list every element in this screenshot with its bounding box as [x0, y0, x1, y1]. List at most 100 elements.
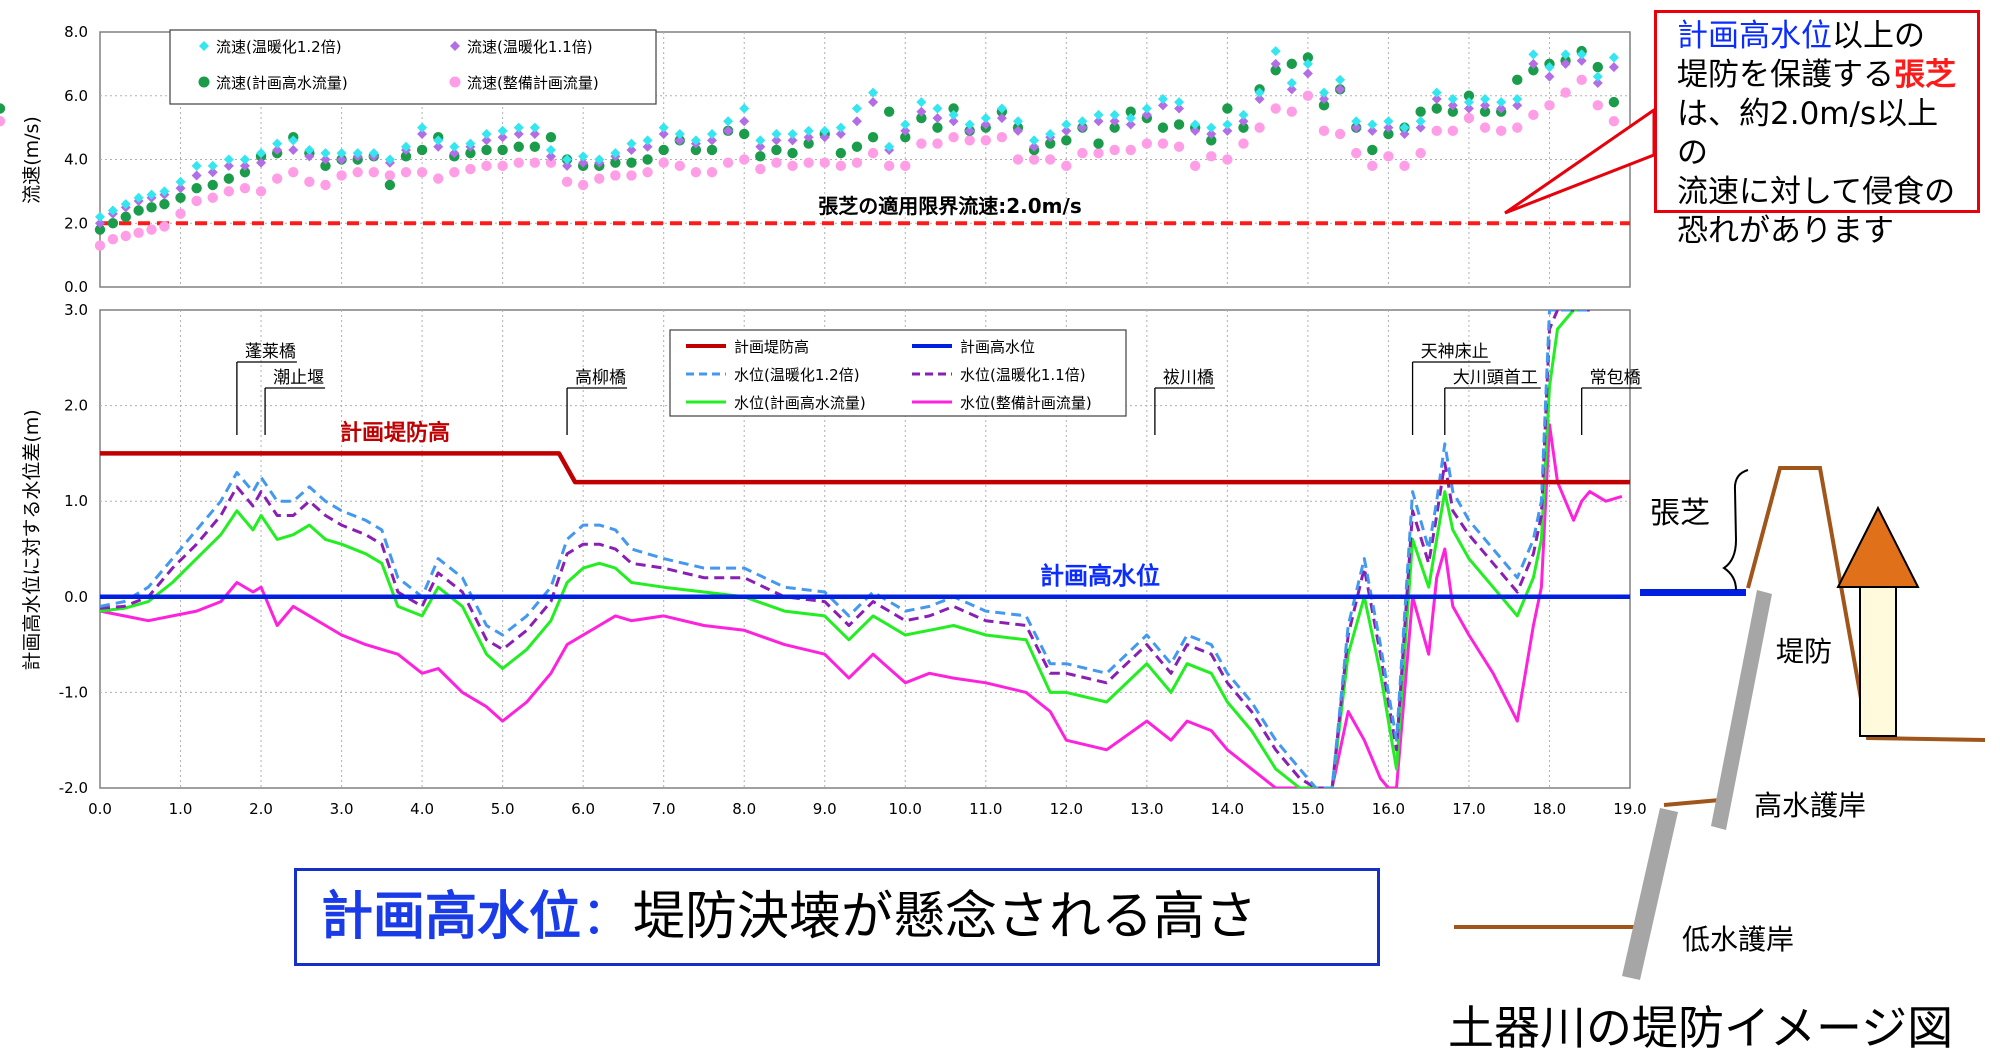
velocity-point-warm12: [1576, 49, 1587, 60]
velocity-legend: 流速(温暖化1.2倍) 流速(温暖化1.1倍) 流速(計画高水流量) 流速(整備…: [169, 29, 657, 105]
velocity-point-warm11: [1383, 122, 1394, 133]
velocity-point-maint: [1544, 100, 1555, 111]
velocity-point-maint: [722, 157, 734, 168]
velocity-point-warm12: [433, 135, 444, 146]
velocity-point-plan: [416, 144, 428, 156]
velocity-point-maint: [1206, 151, 1217, 162]
velocity-point-warm12: [723, 116, 734, 127]
velocity-point-warm12: [223, 154, 234, 165]
velocity-point-warm12: [626, 138, 637, 149]
velocity-point-maint: [1399, 160, 1410, 172]
velocity-y-tick-label: 8.0: [64, 23, 88, 41]
velocity-point-warm12: [1125, 113, 1136, 124]
velocity-point-plan: [207, 179, 218, 191]
velocity-point-maint: [900, 160, 911, 172]
velocity-legend-box: [169, 29, 657, 105]
velocity-point-plan: [706, 144, 718, 156]
velocity-point-maint: [465, 163, 476, 175]
water-level-x-tick-label: 7.0: [652, 800, 676, 818]
velocity-point-warm12: [288, 135, 299, 146]
velocity-point-warm12: [1415, 116, 1426, 127]
velocity-point-maint: [1463, 112, 1475, 124]
velocity-point-maint: [561, 176, 573, 188]
velocity-point-warm12: [916, 97, 927, 108]
callout-line1-rest: 以上の: [1832, 18, 1925, 54]
velocity-point-maint: [674, 160, 685, 172]
velocity-point-maint: [545, 157, 557, 168]
velocity-point-warm11: [529, 129, 540, 139]
velocity-y-axis-label: 流速(m/s): [21, 116, 43, 204]
definition-term: 計画高水位: [321, 887, 582, 947]
velocity-point-maint: [1254, 122, 1265, 133]
velocity-point-warm12: [107, 205, 118, 216]
velocity-point-warm11: [191, 170, 202, 181]
velocity-point-warm11: [1399, 129, 1410, 139]
velocity-point-warm12: [304, 144, 315, 155]
low-revetment: [1622, 808, 1678, 980]
velocity-point-warm12: [868, 87, 879, 98]
velocity-point-plan: [1093, 138, 1104, 149]
water-level-lines: [100, 310, 1630, 788]
velocity-point-warm11: [658, 129, 669, 139]
velocity-point-warm12: [674, 129, 685, 139]
water-level-x-tick-label: 18.0: [1533, 800, 1566, 818]
velocity-point-warm11: [819, 132, 830, 143]
water-level-y-tick-label: -2.0: [59, 779, 88, 797]
velocity-point-warm12: [884, 141, 895, 152]
velocity-point-warm11: [578, 157, 589, 168]
velocity-point-plan: [529, 141, 541, 152]
levee-label-low-revetment: 低水護岸: [1682, 923, 1795, 956]
velocity-point-maint: [1286, 106, 1297, 117]
velocity-point-warm11: [1480, 100, 1491, 111]
velocity-point-maint: [771, 157, 782, 168]
velocity-point-warm11: [707, 135, 717, 146]
levee-image-title: 土器川の堤防イメージ図: [1448, 1001, 1954, 1055]
velocity-point-plan: [932, 122, 943, 133]
velocity-point-maint: [1045, 154, 1056, 165]
velocity-point-maint: [384, 170, 396, 181]
velocity-point-plan: [0, 103, 6, 114]
velocity-point-warm11: [1544, 71, 1555, 82]
velocity-point-warm12: [803, 125, 814, 136]
velocity-point-warm12: [562, 154, 573, 165]
velocity-point-plan: [916, 112, 927, 124]
legend-label-velocity-plan: 流速(計画高水流量): [216, 74, 348, 92]
velocity-point-maint: [932, 138, 943, 149]
velocity-point-plan: [690, 144, 702, 156]
velocity-point-maint: [1222, 154, 1233, 165]
velocity-point-maint: [706, 167, 718, 178]
velocity-point-warm12: [1496, 97, 1507, 108]
velocity-point-warm12: [191, 160, 202, 171]
velocity-point-warm11: [272, 144, 283, 155]
velocity-point-maint: [1028, 154, 1040, 165]
velocity-point-plan: [1463, 90, 1475, 101]
velocity-point-maint: [690, 167, 702, 178]
velocity-point-maint: [755, 163, 766, 175]
velocity-point-maint: [1061, 160, 1072, 172]
velocity-point-warm12: [1335, 74, 1346, 85]
velocity-point-maint: [120, 230, 131, 242]
velocity-point-plan: [755, 151, 766, 162]
callout-turf-term: 張芝: [1894, 57, 1956, 93]
water-level-x-tick-label: 12.0: [1050, 800, 1083, 818]
velocity-point-maint: [1447, 125, 1459, 137]
water-level-x-tick-label: 1.0: [169, 800, 193, 818]
velocity-point-warm12: [1254, 87, 1265, 98]
water-level-x-tick-label: 5.0: [491, 800, 515, 818]
velocity-point-plan: [513, 141, 524, 152]
velocity-point-warm12: [819, 125, 830, 136]
velocity-point-maint: [1351, 147, 1362, 159]
velocity-point-maint: [1512, 122, 1523, 133]
water-level-x-tick-label: 13.0: [1130, 800, 1163, 818]
velocity-point-warm11: [1286, 84, 1297, 95]
velocity-point-maint: [94, 240, 106, 251]
velocity-point-maint: [1173, 141, 1185, 152]
velocity-point-maint: [1592, 100, 1603, 111]
velocity-point-maint: [191, 195, 202, 207]
velocity-point-maint: [159, 221, 170, 232]
velocity-point-warm12: [336, 148, 347, 159]
velocity-point-warm11: [562, 160, 573, 171]
velocity-point-warm12: [1351, 116, 1362, 127]
velocity-point-maint: [336, 170, 347, 181]
velocity-point-warm11: [1222, 125, 1233, 136]
